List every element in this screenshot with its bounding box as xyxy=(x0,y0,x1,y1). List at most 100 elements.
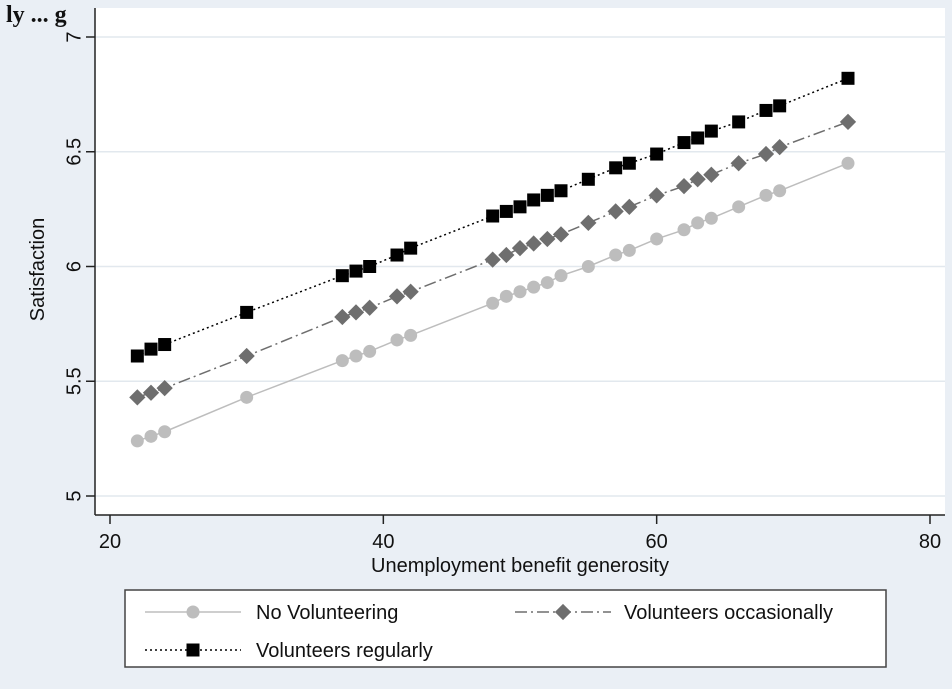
data-point xyxy=(156,380,173,397)
data-point xyxy=(130,349,144,363)
legend: No Volunteering Volunteers occasionally Vo… xyxy=(124,589,887,668)
legend-label: No Volunteering xyxy=(256,602,398,624)
axes: 5 5.5 6 6.5 7 20 40 60 80 xyxy=(63,8,945,553)
data-point xyxy=(675,178,693,195)
data-point xyxy=(691,216,705,230)
data-point xyxy=(390,248,404,262)
series-no-volunteering xyxy=(130,156,855,448)
data-point xyxy=(144,342,158,356)
data-point xyxy=(552,226,570,243)
data-point xyxy=(349,264,363,278)
data-point xyxy=(757,145,775,163)
data-point xyxy=(759,188,773,202)
data-point xyxy=(499,289,513,303)
data-point xyxy=(129,389,146,406)
x-tick-label: 60 xyxy=(646,531,668,553)
y-axis-title: Satisfaction xyxy=(27,218,49,321)
data-point xyxy=(388,288,406,305)
data-point xyxy=(650,232,664,246)
data-point xyxy=(554,184,568,198)
data-point xyxy=(334,308,351,326)
data-point xyxy=(142,384,160,401)
legend-label: Volunteers occasionally xyxy=(624,602,833,624)
plot-area xyxy=(95,8,945,515)
data-point xyxy=(513,200,527,214)
data-point xyxy=(144,429,158,443)
data-point xyxy=(240,390,254,404)
legend-marker xyxy=(186,605,200,619)
data-point xyxy=(347,304,365,321)
data-point xyxy=(240,305,254,319)
y-tick-label: 6.5 xyxy=(63,138,85,166)
y-tick-label: 7 xyxy=(63,31,85,42)
data-point xyxy=(771,139,788,156)
data-point xyxy=(361,299,378,316)
data-point xyxy=(130,434,144,448)
data-point xyxy=(390,333,404,347)
data-point xyxy=(622,156,636,170)
data-point xyxy=(677,223,691,237)
data-point xyxy=(691,131,705,145)
data-point xyxy=(335,269,349,283)
data-point xyxy=(158,338,172,352)
data-point xyxy=(349,349,363,363)
legend-item: Volunteers occasionally xyxy=(515,602,833,624)
data-point xyxy=(730,155,747,172)
data-point xyxy=(335,354,349,368)
data-point xyxy=(486,209,500,223)
data-point xyxy=(607,203,624,220)
y-tick-label: 5 xyxy=(63,490,85,501)
data-point xyxy=(484,251,501,268)
x-tick-label: 20 xyxy=(99,531,121,553)
data-point xyxy=(650,147,664,161)
data-point xyxy=(486,296,500,310)
data-point xyxy=(677,136,691,150)
x-axis-title: Unemployment benefit generosity xyxy=(371,555,669,577)
data-point xyxy=(839,113,857,131)
data-point xyxy=(759,103,773,117)
data-point xyxy=(609,248,623,262)
data-point xyxy=(527,280,541,294)
data-point xyxy=(363,344,377,358)
data-point xyxy=(703,166,720,183)
legend-label: Volunteers regularly xyxy=(256,640,433,662)
legend-item: Volunteers regularly xyxy=(145,640,433,662)
data-point xyxy=(540,276,554,290)
series-volunteers-regularly xyxy=(130,71,855,363)
data-point xyxy=(404,241,418,255)
data-point xyxy=(499,204,513,218)
x-tick-label: 40 xyxy=(372,531,394,553)
data-point xyxy=(527,193,541,207)
data-point xyxy=(689,171,706,188)
data-point xyxy=(773,99,787,113)
data-point xyxy=(841,156,855,170)
data-point xyxy=(540,188,554,202)
data-point xyxy=(732,200,746,214)
data-point xyxy=(773,184,787,198)
series-volunteers-occasionally xyxy=(129,113,857,406)
data-point xyxy=(841,71,855,85)
legend-marker xyxy=(554,603,572,621)
data-point xyxy=(513,285,527,299)
data-point xyxy=(404,328,418,342)
y-tick-label: 5.5 xyxy=(63,367,85,395)
data-point xyxy=(581,172,595,186)
x-tick-label: 80 xyxy=(919,531,941,553)
data-point xyxy=(511,240,529,257)
data-point xyxy=(525,235,542,252)
data-point xyxy=(158,425,172,439)
series-layer xyxy=(129,71,857,448)
data-point xyxy=(580,214,597,232)
data-point xyxy=(732,115,746,129)
data-point xyxy=(622,243,636,257)
legend-marker xyxy=(186,643,200,657)
data-point xyxy=(704,211,718,225)
data-point xyxy=(238,347,255,365)
data-point xyxy=(554,269,568,283)
legend-box xyxy=(124,589,887,668)
partial-title: ly ... g xyxy=(6,2,67,28)
data-point xyxy=(498,246,515,264)
y-tick-label: 6 xyxy=(63,261,85,272)
data-point xyxy=(402,283,419,300)
